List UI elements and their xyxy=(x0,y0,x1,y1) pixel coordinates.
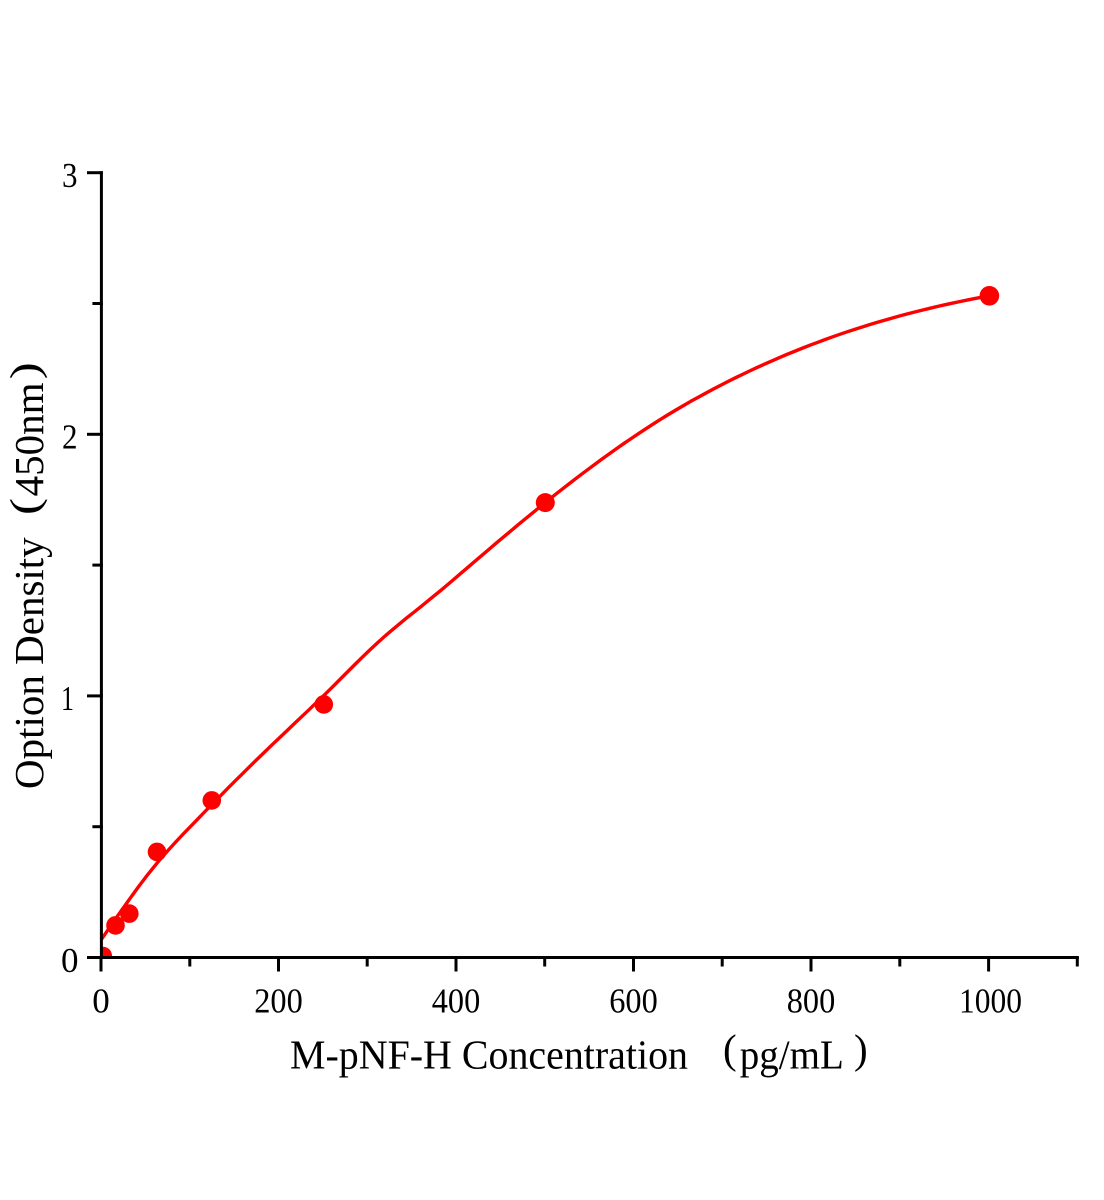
svg-text:M-pNF-H Concentration: M-pNF-H Concentration xyxy=(290,1032,688,1078)
svg-text:600: 600 xyxy=(609,982,658,1021)
svg-text:0: 0 xyxy=(92,982,110,1021)
svg-text:0: 0 xyxy=(61,941,79,980)
svg-text:3: 3 xyxy=(62,156,78,195)
svg-text:): ) xyxy=(854,1026,868,1072)
svg-text:1: 1 xyxy=(61,679,74,718)
svg-text:): ) xyxy=(3,362,48,379)
svg-text:pg/mL: pg/mL xyxy=(740,1032,844,1078)
svg-text:400: 400 xyxy=(432,982,481,1021)
svg-text:2: 2 xyxy=(62,418,78,457)
svg-text:200: 200 xyxy=(254,982,303,1021)
svg-text:(: ( xyxy=(723,1026,737,1072)
svg-text:800: 800 xyxy=(787,982,836,1021)
svg-text:450nm: 450nm xyxy=(6,382,52,496)
svg-text:1000: 1000 xyxy=(959,982,1022,1021)
svg-text:(: ( xyxy=(3,498,48,515)
svg-text:Option Density: Option Density xyxy=(6,537,52,789)
